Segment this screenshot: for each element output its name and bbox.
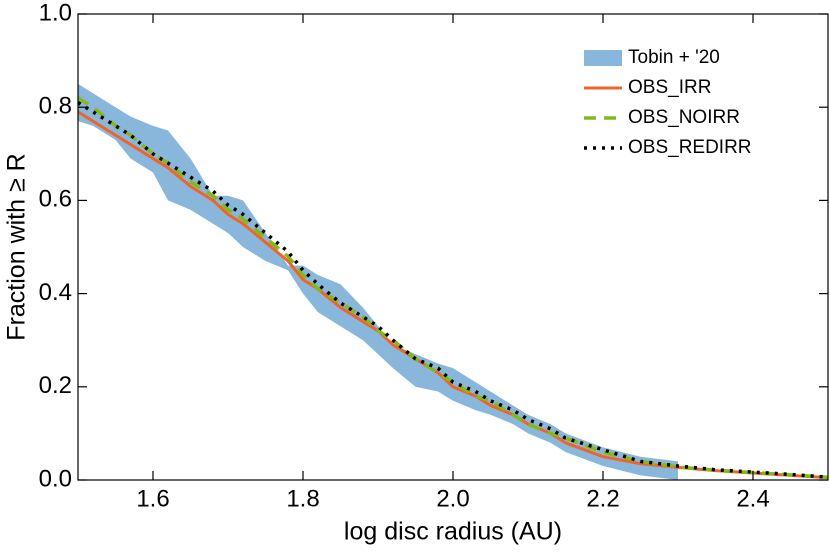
legend-text: OBS_REDIRR [628, 137, 752, 158]
y-tick-label: 0.0 [39, 465, 72, 492]
legend-text: OBS_NOIRR [628, 107, 740, 128]
x-tick-label: 1.8 [286, 485, 319, 512]
x-tick-label: 2.2 [586, 485, 619, 512]
y-tick-label: 0.8 [39, 93, 72, 120]
y-tick-label: 0.4 [39, 279, 72, 306]
x-tick-label: 1.6 [136, 485, 169, 512]
plot-frame [77, 13, 829, 481]
band [78, 83, 678, 481]
y-tick-label: 1.0 [39, 0, 72, 26]
x-tick-label: 2.4 [736, 485, 769, 512]
legend-text: OBS_IRR [628, 77, 711, 98]
x-tick-label: 2.0 [436, 485, 469, 512]
legend-swatch [584, 50, 622, 66]
x-axis-label: log disc radius (AU) [344, 518, 562, 546]
legend-text: Tobin + '20 [628, 47, 720, 68]
y-tick-label: 0.6 [39, 186, 72, 213]
series-line [77, 110, 829, 480]
y-axis-label: Fraction with ≥ R [3, 153, 31, 340]
y-tick-label: 0.2 [39, 372, 72, 399]
